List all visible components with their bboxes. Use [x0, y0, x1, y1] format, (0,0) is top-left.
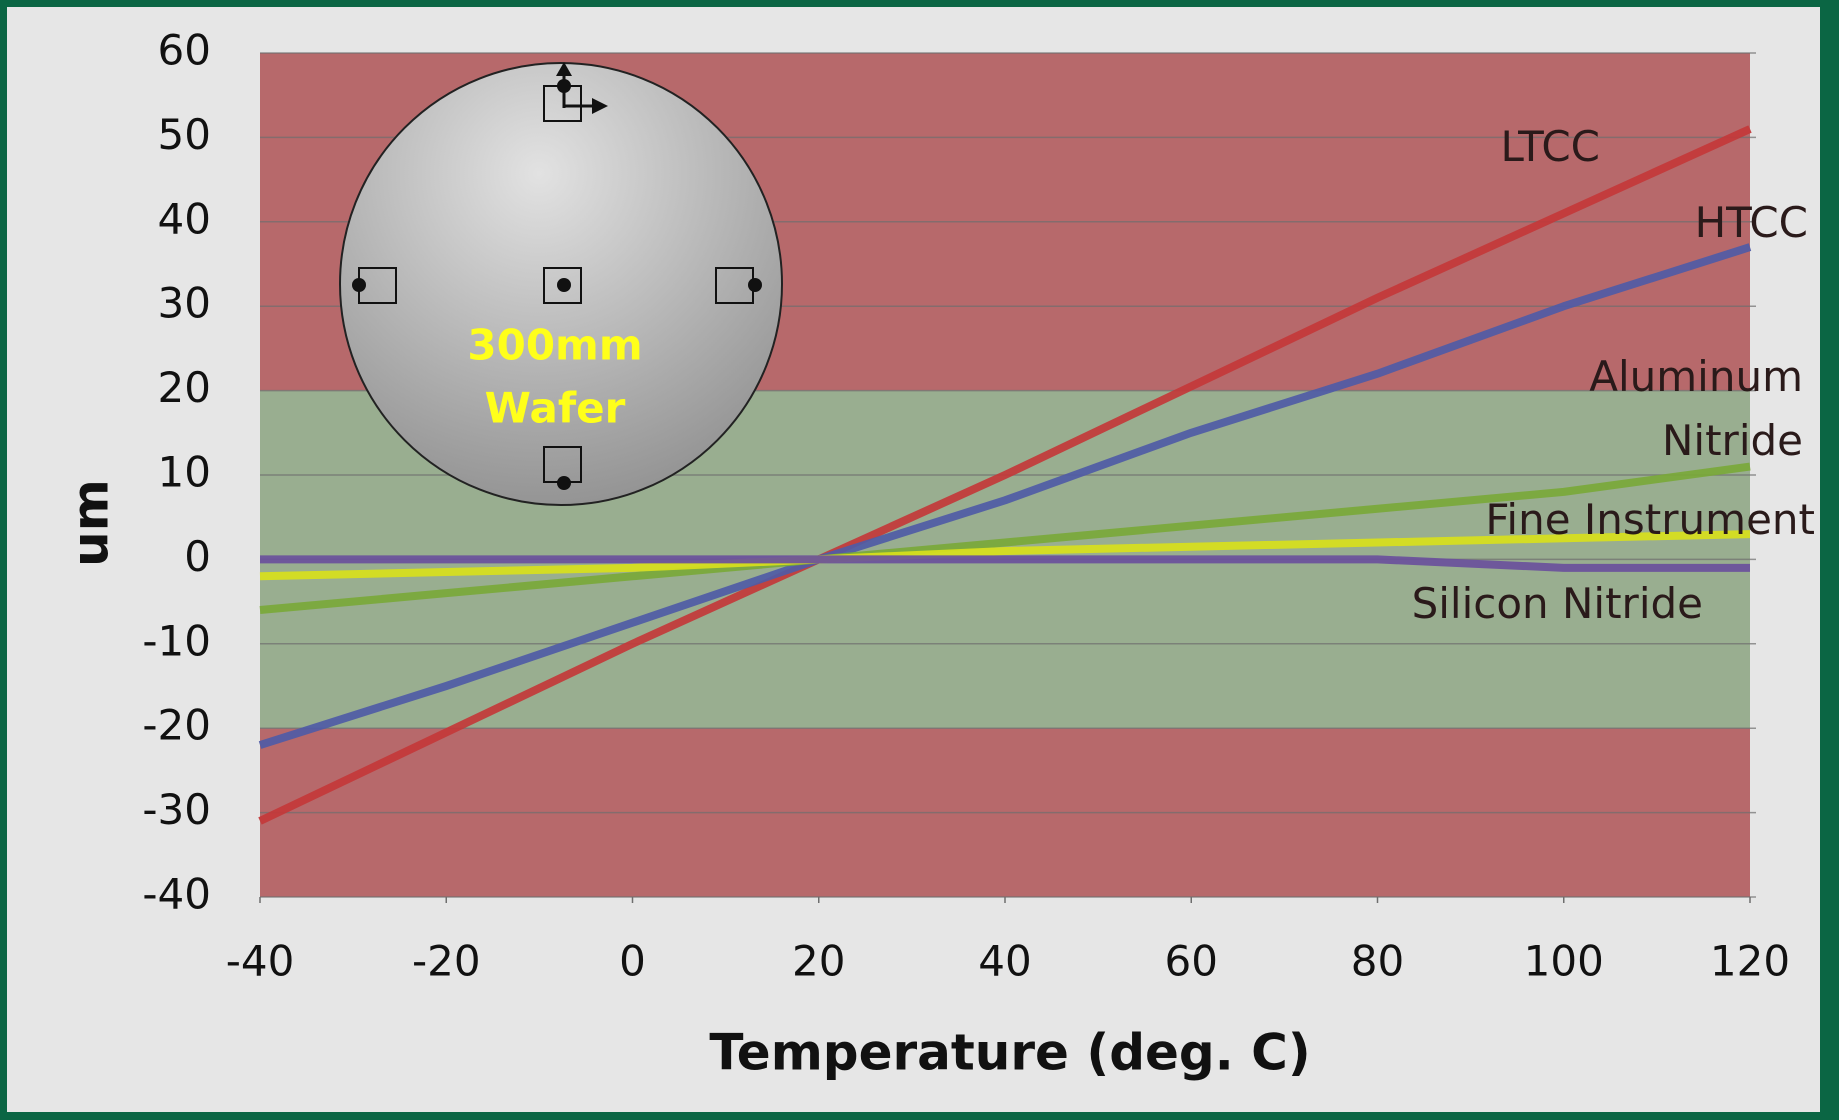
x-tick-label: -40 [226, 937, 295, 986]
y-tick-label: 0 [184, 532, 211, 581]
series-line [258, 243, 1752, 749]
series-line [259, 462, 1751, 615]
x-tick-label: 100 [1524, 937, 1604, 986]
x-axis-title: Temperature (deg. C) [709, 1024, 1310, 1082]
x-tick-label: 40 [978, 937, 1031, 986]
x-tick-label: 0 [619, 937, 646, 986]
y-tick-label: -10 [142, 616, 211, 665]
series-line [259, 530, 1751, 581]
series-line [258, 125, 1752, 825]
x-tick-label: 60 [1165, 937, 1218, 986]
y-tick-label: -40 [142, 870, 211, 919]
y-tick-label: 30 [158, 279, 211, 328]
inset-label: Wafer [485, 384, 626, 433]
y-tick-label: 40 [158, 194, 211, 243]
x-tick-label: 80 [1351, 937, 1404, 986]
y-tick-label: -30 [142, 785, 211, 834]
x-tick-label: 120 [1710, 937, 1790, 986]
wafer-inset: 300mm Wafer [339, 62, 783, 506]
y-tick-label: -20 [142, 701, 211, 750]
y-tick-label: 10 [158, 448, 211, 497]
inset-label: 300mm [467, 321, 642, 370]
series-label: LTCC [1500, 122, 1600, 171]
x-tick-label: 20 [792, 937, 845, 986]
y-tick-label: 60 [158, 26, 211, 75]
series-label: Silicon Nitride [1411, 579, 1703, 628]
x-tick-label: -20 [412, 937, 481, 986]
series-label: Aluminum Nitride [1589, 352, 1803, 465]
series-label: Fine Instrument [1485, 495, 1815, 544]
y-tick-label: 20 [158, 363, 211, 412]
y-tick-label: 50 [158, 110, 211, 159]
series-label: HTCC [1694, 198, 1808, 247]
y-axis-title: um [62, 479, 120, 567]
series-line [260, 555, 1750, 572]
